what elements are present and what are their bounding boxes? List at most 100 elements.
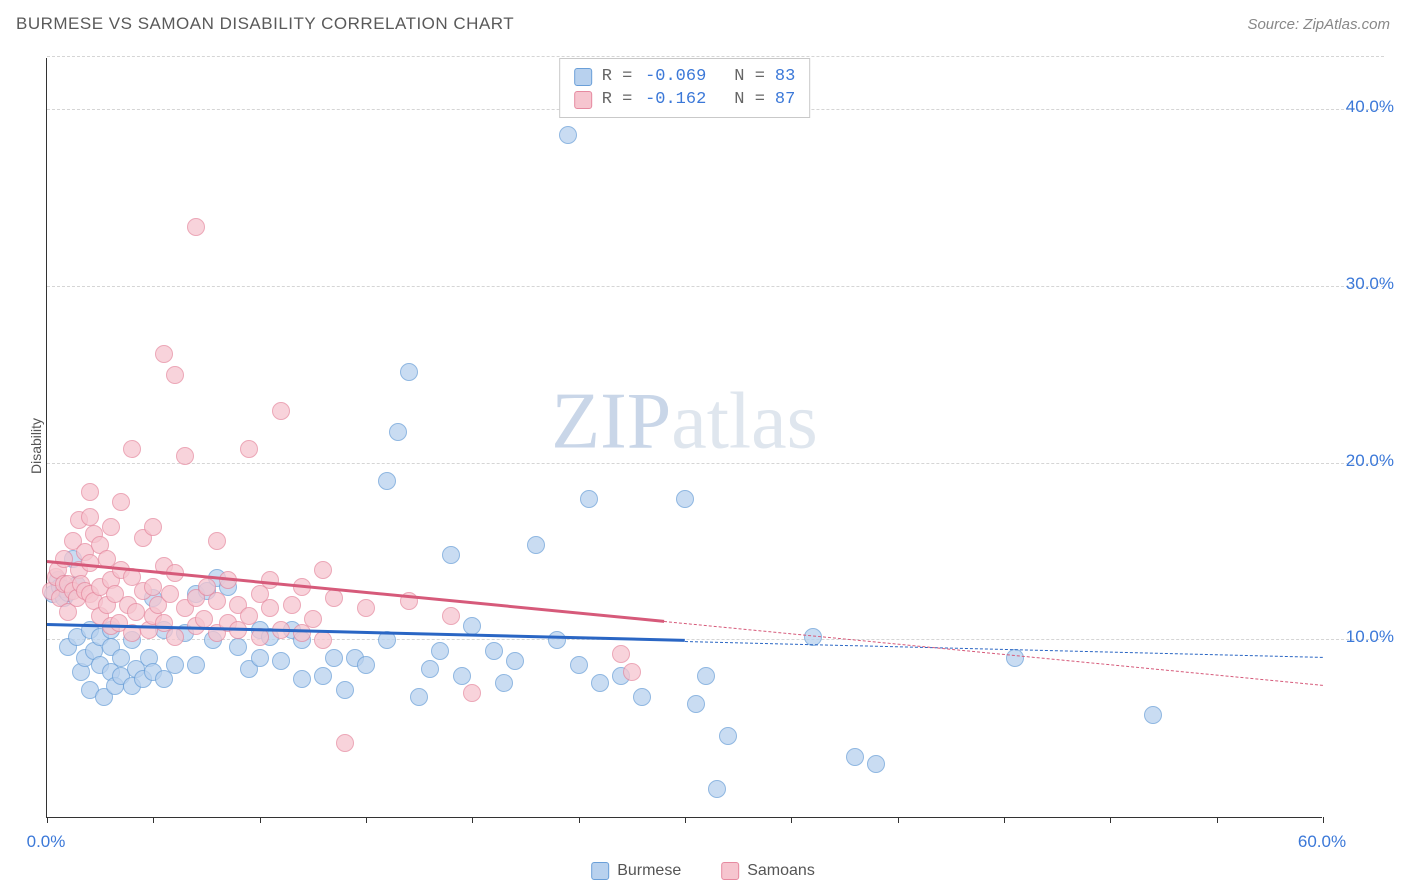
x-tick — [366, 817, 367, 823]
scatter-point — [676, 490, 694, 508]
trend-line — [685, 641, 1323, 658]
stat-n-label: N = — [734, 90, 765, 109]
scatter-point — [453, 667, 471, 685]
scatter-point — [261, 599, 279, 617]
scatter-point — [81, 483, 99, 501]
scatter-point — [166, 628, 184, 646]
scatter-point — [314, 631, 332, 649]
scatter-point — [633, 688, 651, 706]
watermark: ZIPatlas — [551, 377, 818, 468]
scatter-point — [102, 518, 120, 536]
legend-label: Samoans — [747, 862, 815, 880]
scatter-point — [144, 518, 162, 536]
scatter-point — [304, 610, 322, 628]
scatter-point — [1144, 706, 1162, 724]
scatter-point — [155, 345, 173, 363]
scatter-point — [719, 727, 737, 745]
gridline — [47, 463, 1384, 464]
scatter-point — [687, 695, 705, 713]
stat-r-value: -0.162 — [642, 90, 706, 109]
scatter-point — [431, 642, 449, 660]
scatter-point — [187, 656, 205, 674]
scatter-point — [389, 423, 407, 441]
scatter-point — [527, 536, 545, 554]
legend-stats-row: R =-0.069N =83 — [574, 65, 796, 88]
x-tick-label: 60.0% — [1298, 832, 1346, 852]
scatter-point — [127, 603, 145, 621]
scatter-point — [293, 670, 311, 688]
scatter-point — [166, 366, 184, 384]
scatter-point — [400, 363, 418, 381]
scatter-point — [240, 440, 258, 458]
scatter-point — [112, 493, 130, 511]
legend-swatch — [591, 862, 609, 880]
chart-title: BURMESE VS SAMOAN DISABILITY CORRELATION… — [16, 14, 514, 34]
scatter-point — [161, 585, 179, 603]
x-tick — [47, 817, 48, 823]
scatter-point — [442, 607, 460, 625]
stat-n-value: 87 — [775, 90, 795, 109]
scatter-point — [81, 508, 99, 526]
legend-stats-row: R = -0.162 N = 87 — [574, 88, 796, 111]
y-axis-label: Disability — [28, 418, 44, 474]
scatter-point — [442, 546, 460, 564]
scatter-point — [506, 652, 524, 670]
scatter-point — [1006, 649, 1024, 667]
scatter-point — [336, 681, 354, 699]
x-tick — [153, 817, 154, 823]
scatter-point — [240, 607, 258, 625]
watermark-light: atlas — [671, 378, 818, 466]
chart-source: Source: ZipAtlas.com — [1247, 16, 1390, 33]
scatter-point — [251, 649, 269, 667]
y-tick-label: 10.0% — [1346, 627, 1394, 647]
scatter-point — [336, 734, 354, 752]
scatter-point — [612, 645, 630, 663]
scatter-point — [570, 656, 588, 674]
gridline — [47, 56, 1384, 57]
scatter-point — [208, 532, 226, 550]
scatter-point — [325, 649, 343, 667]
x-tick — [791, 817, 792, 823]
legend-bottom: Burmese Samoans — [591, 862, 815, 880]
scatter-point — [495, 674, 513, 692]
legend-item: Burmese — [591, 862, 681, 880]
x-tick — [1323, 817, 1324, 823]
scatter-point — [357, 599, 375, 617]
legend-label: Burmese — [617, 862, 681, 880]
legend-swatch — [574, 68, 592, 86]
scatter-point — [272, 402, 290, 420]
x-tick — [260, 817, 261, 823]
scatter-point — [314, 561, 332, 579]
scatter-point — [463, 617, 481, 635]
stat-r-label: R = — [602, 67, 633, 86]
x-tick — [1217, 817, 1218, 823]
scatter-point — [144, 578, 162, 596]
scatter-point — [314, 667, 332, 685]
scatter-point — [421, 660, 439, 678]
scatter-point — [176, 447, 194, 465]
scatter-point — [81, 554, 99, 572]
stat-r-label: R = — [602, 90, 633, 109]
scatter-point — [485, 642, 503, 660]
scatter-point — [559, 126, 577, 144]
legend-swatch — [721, 862, 739, 880]
scatter-point — [357, 656, 375, 674]
scatter-point — [378, 472, 396, 490]
x-tick — [1004, 817, 1005, 823]
x-tick — [685, 817, 686, 823]
x-tick — [472, 817, 473, 823]
legend-stats-box: R =-0.069N =83R =-0.162N =87 — [559, 58, 811, 118]
scatter-point — [208, 592, 226, 610]
x-tick — [1110, 817, 1111, 823]
scatter-point — [697, 667, 715, 685]
x-tick-label: 0.0% — [27, 832, 66, 852]
watermark-strong: ZIP — [551, 378, 671, 466]
scatter-point — [548, 631, 566, 649]
stat-n-label: N = — [734, 67, 765, 86]
scatter-point — [867, 755, 885, 773]
y-tick-label: 30.0% — [1346, 274, 1394, 294]
scatter-point — [283, 596, 301, 614]
scatter-point — [708, 780, 726, 798]
scatter-point — [846, 748, 864, 766]
scatter-point — [623, 663, 641, 681]
